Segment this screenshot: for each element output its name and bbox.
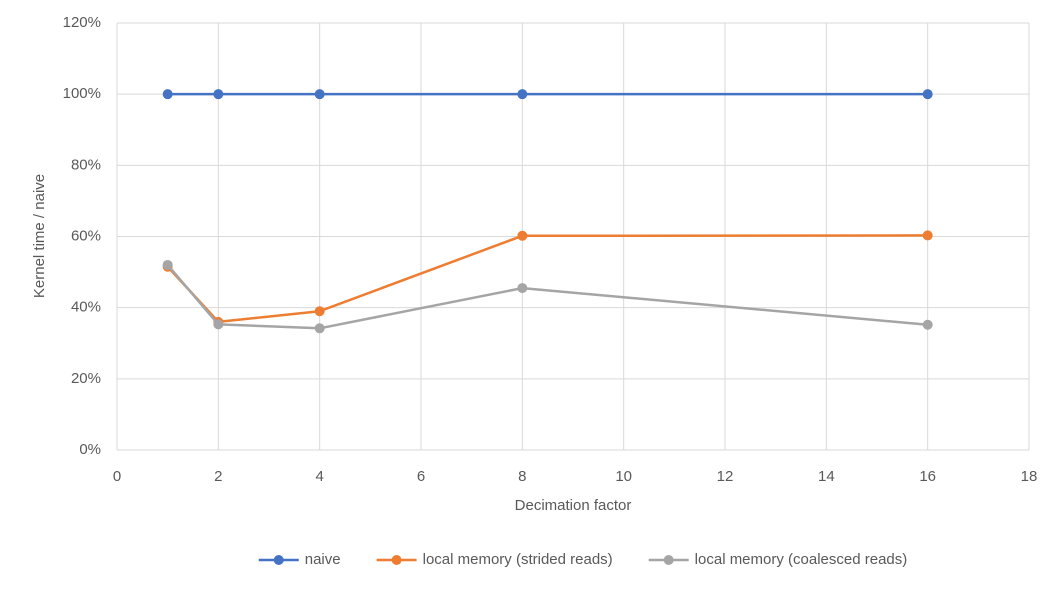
data-point: [213, 319, 224, 330]
series-line: [166, 264, 928, 330]
x-axis-label: Decimation factor: [515, 497, 632, 514]
data-point: [922, 319, 933, 330]
y-tick-label: 120%: [63, 14, 101, 31]
y-tick-label: 100%: [63, 85, 101, 102]
data-point: [517, 230, 528, 241]
data-point: [517, 89, 528, 100]
x-tick-label: 8: [518, 468, 526, 485]
legend-marker: [663, 555, 674, 565]
data-point: [517, 283, 528, 294]
x-tick-label: 10: [615, 468, 632, 485]
y-axis-label: Kernel time / naive: [31, 174, 48, 298]
x-tick-label: 14: [818, 468, 835, 485]
legend-label: local memory (coalesced reads): [695, 551, 908, 568]
legend-label: naive: [305, 551, 341, 568]
y-tick-label: 20%: [71, 370, 101, 387]
data-point: [314, 306, 325, 317]
x-tick-label: 2: [214, 468, 222, 485]
x-tick-label: 4: [315, 468, 323, 485]
x-tick-label: 0: [113, 468, 121, 485]
x-tick-label: 12: [717, 468, 734, 485]
series-line: [166, 234, 928, 324]
x-tick-label: 16: [919, 468, 936, 485]
data-point: [213, 89, 224, 100]
data-point: [162, 89, 173, 100]
y-tick-label: 60%: [71, 227, 101, 244]
data-point: [922, 89, 933, 100]
data-point: [314, 323, 325, 334]
y-tick-label: 0%: [79, 441, 101, 458]
y-tick-label: 40%: [71, 299, 101, 316]
x-tick-label: 6: [417, 468, 425, 485]
y-tick-label: 80%: [71, 156, 101, 173]
data-point: [162, 259, 173, 270]
data-point: [922, 230, 933, 241]
x-tick-label: 18: [1021, 468, 1038, 485]
legend-marker: [391, 555, 402, 565]
legend-marker: [273, 555, 284, 565]
legend-label: local memory (strided reads): [423, 551, 613, 568]
data-point: [314, 89, 325, 100]
